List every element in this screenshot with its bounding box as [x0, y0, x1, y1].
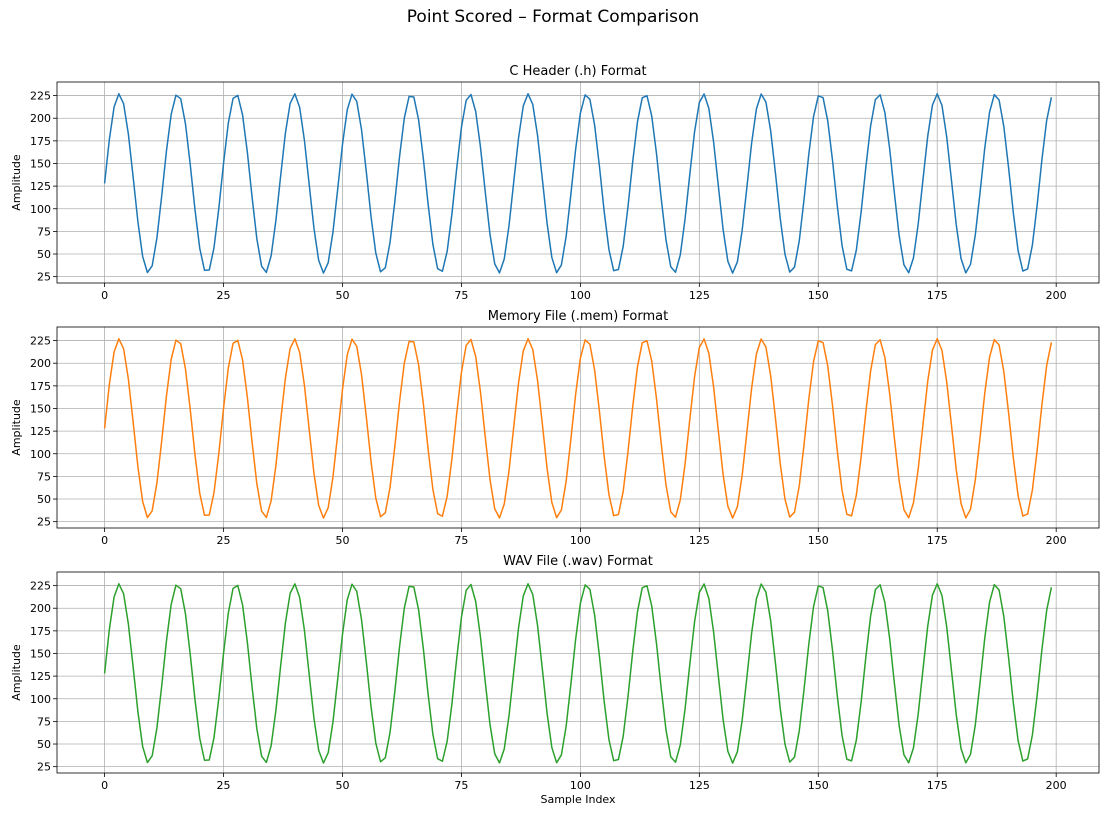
subplot-title: WAV File (.wav) Format	[503, 554, 653, 569]
x-tick-label: 100	[570, 534, 591, 547]
subplot-3: 0 25 50 75 100 125 150 175 200 25 50 75 100 125 150 175…	[10, 554, 1100, 806]
subplot-2: 0 25 50 75 100 125 150 175 200 25 50 75 100 125 150 175…	[10, 309, 1100, 547]
y-tick-label: 125	[30, 425, 51, 438]
y-tick-label: 125	[30, 180, 51, 193]
y-tick-label: 150	[30, 157, 51, 170]
x-tick-label: 200	[1046, 534, 1067, 547]
y-tick-label: 75	[37, 715, 51, 728]
y-tick-label: 175	[30, 625, 51, 638]
y-tick-label: 125	[30, 670, 51, 683]
y-tick-label: 100	[30, 203, 51, 216]
x-tick-label: 200	[1046, 779, 1067, 792]
x-tick-label: 25	[217, 289, 231, 302]
y-tick-label: 50	[37, 493, 51, 506]
y-axis-label: Amplitude	[10, 644, 23, 701]
x-tick-label: 175	[927, 289, 948, 302]
y-tick-label: 150	[30, 402, 51, 415]
x-tick-label: 50	[335, 534, 349, 547]
y-tick-label: 25	[37, 271, 51, 284]
y-tick-label: 175	[30, 380, 51, 393]
y-tick-label: 150	[30, 647, 51, 660]
y-tick-label: 50	[37, 248, 51, 261]
x-tick-label: 125	[689, 289, 710, 302]
x-tick-label: 100	[570, 289, 591, 302]
series-line	[103, 583, 1053, 764]
x-tick-label: 0	[101, 534, 108, 547]
y-axis-label: Amplitude	[10, 154, 23, 211]
x-tick-label: 200	[1046, 289, 1067, 302]
x-tick-label: 150	[808, 534, 829, 547]
x-tick-label: 25	[217, 779, 231, 792]
x-tick-label: 150	[808, 779, 829, 792]
subplot-title: Memory File (.mem) Format	[488, 309, 668, 324]
y-tick-label: 200	[30, 357, 51, 370]
y-tick-label: 25	[37, 761, 51, 774]
x-tick-label: 0	[101, 779, 108, 792]
y-tick-label: 225	[30, 90, 51, 103]
subplot-title: C Header (.h) Format	[509, 64, 646, 79]
x-axis-label: Sample Index	[540, 793, 616, 806]
axes-frame	[56, 571, 1100, 774]
y-tick-label: 50	[37, 738, 51, 751]
figure-title: Point Scored – Format Comparison	[407, 7, 699, 27]
x-tick-label: 0	[101, 289, 108, 302]
y-tick-label: 100	[30, 693, 51, 706]
x-tick-label: 50	[335, 289, 349, 302]
x-tick-label: 150	[808, 289, 829, 302]
x-tick-label: 175	[927, 779, 948, 792]
series-line	[103, 93, 1053, 274]
x-tick-label: 125	[689, 534, 710, 547]
x-tick-label: 75	[454, 289, 468, 302]
y-tick-label: 225	[30, 580, 51, 593]
y-tick-label: 200	[30, 112, 51, 125]
y-tick-label: 100	[30, 448, 51, 461]
subplot-1: 0 25 50 75 100 125 150 175 200 25 50 75 100 125 150 175…	[10, 64, 1100, 302]
y-tick-label: 200	[30, 602, 51, 615]
series-line	[103, 338, 1053, 519]
y-axis-label: Amplitude	[10, 399, 23, 456]
axes-frame	[56, 81, 1100, 284]
y-tick-label: 75	[37, 470, 51, 483]
x-tick-label: 50	[335, 779, 349, 792]
y-tick-label: 75	[37, 225, 51, 238]
x-tick-label: 175	[927, 534, 948, 547]
x-tick-label: 100	[570, 779, 591, 792]
y-tick-label: 225	[30, 335, 51, 348]
x-tick-label: 75	[454, 534, 468, 547]
x-tick-label: 25	[217, 534, 231, 547]
x-tick-label: 75	[454, 779, 468, 792]
axes-frame	[56, 326, 1100, 529]
x-tick-label: 125	[689, 779, 710, 792]
y-tick-label: 25	[37, 516, 51, 529]
y-tick-label: 175	[30, 135, 51, 148]
